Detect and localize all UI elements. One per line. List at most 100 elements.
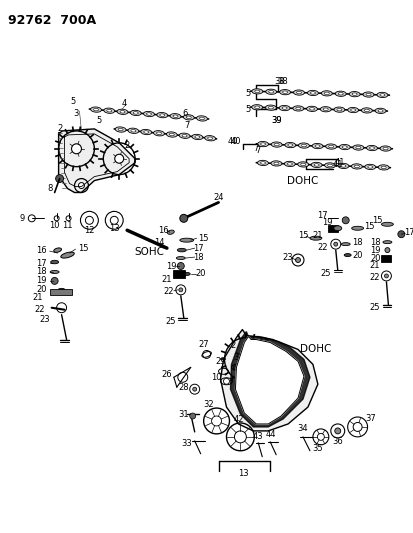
Ellipse shape xyxy=(50,270,59,273)
Ellipse shape xyxy=(260,143,265,146)
Circle shape xyxy=(334,428,340,434)
Text: 6: 6 xyxy=(182,109,187,117)
Ellipse shape xyxy=(340,243,349,246)
Text: 92762  700A: 92762 700A xyxy=(8,14,96,27)
Polygon shape xyxy=(230,332,309,427)
Text: 25: 25 xyxy=(165,317,176,326)
Text: 24: 24 xyxy=(213,193,223,202)
Ellipse shape xyxy=(207,137,212,140)
Circle shape xyxy=(352,423,361,431)
Ellipse shape xyxy=(118,128,123,131)
Text: 18: 18 xyxy=(193,253,204,262)
Ellipse shape xyxy=(199,117,204,120)
Ellipse shape xyxy=(177,248,186,252)
Ellipse shape xyxy=(327,164,332,167)
Text: 39: 39 xyxy=(270,117,281,125)
Text: 22: 22 xyxy=(34,305,45,314)
Ellipse shape xyxy=(333,226,341,231)
Ellipse shape xyxy=(257,160,268,166)
Text: 16: 16 xyxy=(36,246,47,255)
Text: 3: 3 xyxy=(263,339,268,348)
Ellipse shape xyxy=(311,143,322,149)
Circle shape xyxy=(51,278,58,285)
Ellipse shape xyxy=(323,92,328,94)
Ellipse shape xyxy=(260,161,265,164)
Ellipse shape xyxy=(273,143,278,146)
Ellipse shape xyxy=(130,110,141,116)
Text: 23: 23 xyxy=(282,253,293,262)
Text: 22: 22 xyxy=(368,273,379,282)
Ellipse shape xyxy=(365,93,370,96)
Text: 42: 42 xyxy=(233,416,243,424)
Ellipse shape xyxy=(382,241,391,244)
Ellipse shape xyxy=(176,256,185,260)
Ellipse shape xyxy=(295,107,300,110)
Text: 21: 21 xyxy=(312,231,323,240)
Ellipse shape xyxy=(348,92,359,97)
Text: 40: 40 xyxy=(228,138,238,147)
Ellipse shape xyxy=(325,144,336,149)
Bar xyxy=(173,270,184,278)
Ellipse shape xyxy=(354,165,358,168)
Ellipse shape xyxy=(301,144,306,147)
Text: 19: 19 xyxy=(322,218,332,227)
Ellipse shape xyxy=(61,252,74,258)
Text: 19: 19 xyxy=(369,246,380,255)
Ellipse shape xyxy=(337,93,342,95)
Ellipse shape xyxy=(273,162,278,165)
Text: 5: 5 xyxy=(245,88,250,98)
Text: 7: 7 xyxy=(253,144,259,154)
Text: 38: 38 xyxy=(277,77,288,86)
Ellipse shape xyxy=(58,288,65,292)
Ellipse shape xyxy=(379,94,384,96)
Text: 10: 10 xyxy=(49,221,60,230)
Text: 20: 20 xyxy=(369,254,380,263)
Ellipse shape xyxy=(179,133,190,139)
Text: 25: 25 xyxy=(368,303,379,312)
Circle shape xyxy=(317,433,323,440)
Ellipse shape xyxy=(270,161,281,166)
Ellipse shape xyxy=(383,256,390,260)
Ellipse shape xyxy=(306,106,317,111)
Circle shape xyxy=(78,183,84,189)
Text: 15: 15 xyxy=(297,231,308,240)
Text: 39: 39 xyxy=(270,117,281,125)
Ellipse shape xyxy=(265,89,276,94)
Ellipse shape xyxy=(93,108,98,111)
Ellipse shape xyxy=(320,91,332,96)
Text: 2: 2 xyxy=(57,124,62,133)
Ellipse shape xyxy=(310,92,315,94)
Ellipse shape xyxy=(362,92,373,97)
Ellipse shape xyxy=(284,161,294,166)
Ellipse shape xyxy=(281,107,286,109)
Ellipse shape xyxy=(183,115,194,120)
Text: 2: 2 xyxy=(230,341,235,350)
Text: 15: 15 xyxy=(78,244,88,253)
Ellipse shape xyxy=(278,106,290,111)
Ellipse shape xyxy=(307,91,318,95)
Text: 9: 9 xyxy=(19,214,24,223)
Text: 25: 25 xyxy=(320,270,330,278)
Ellipse shape xyxy=(350,109,355,111)
Text: 41: 41 xyxy=(334,158,344,167)
Text: 5: 5 xyxy=(97,117,102,125)
Text: 27: 27 xyxy=(198,340,209,349)
Ellipse shape xyxy=(183,272,190,276)
Ellipse shape xyxy=(251,89,262,94)
Text: 22: 22 xyxy=(317,243,328,252)
Text: 14: 14 xyxy=(153,238,164,247)
Ellipse shape xyxy=(364,164,375,169)
Circle shape xyxy=(110,216,118,224)
Ellipse shape xyxy=(343,254,350,256)
Text: SOHC: SOHC xyxy=(134,247,164,257)
Text: 15: 15 xyxy=(198,233,209,243)
Ellipse shape xyxy=(374,108,385,114)
Circle shape xyxy=(397,231,404,238)
Polygon shape xyxy=(235,336,303,424)
Text: 33: 33 xyxy=(181,439,192,448)
Ellipse shape xyxy=(293,90,304,95)
Text: 41: 41 xyxy=(332,160,342,169)
Ellipse shape xyxy=(204,135,215,141)
Circle shape xyxy=(234,431,246,443)
Ellipse shape xyxy=(351,227,363,230)
